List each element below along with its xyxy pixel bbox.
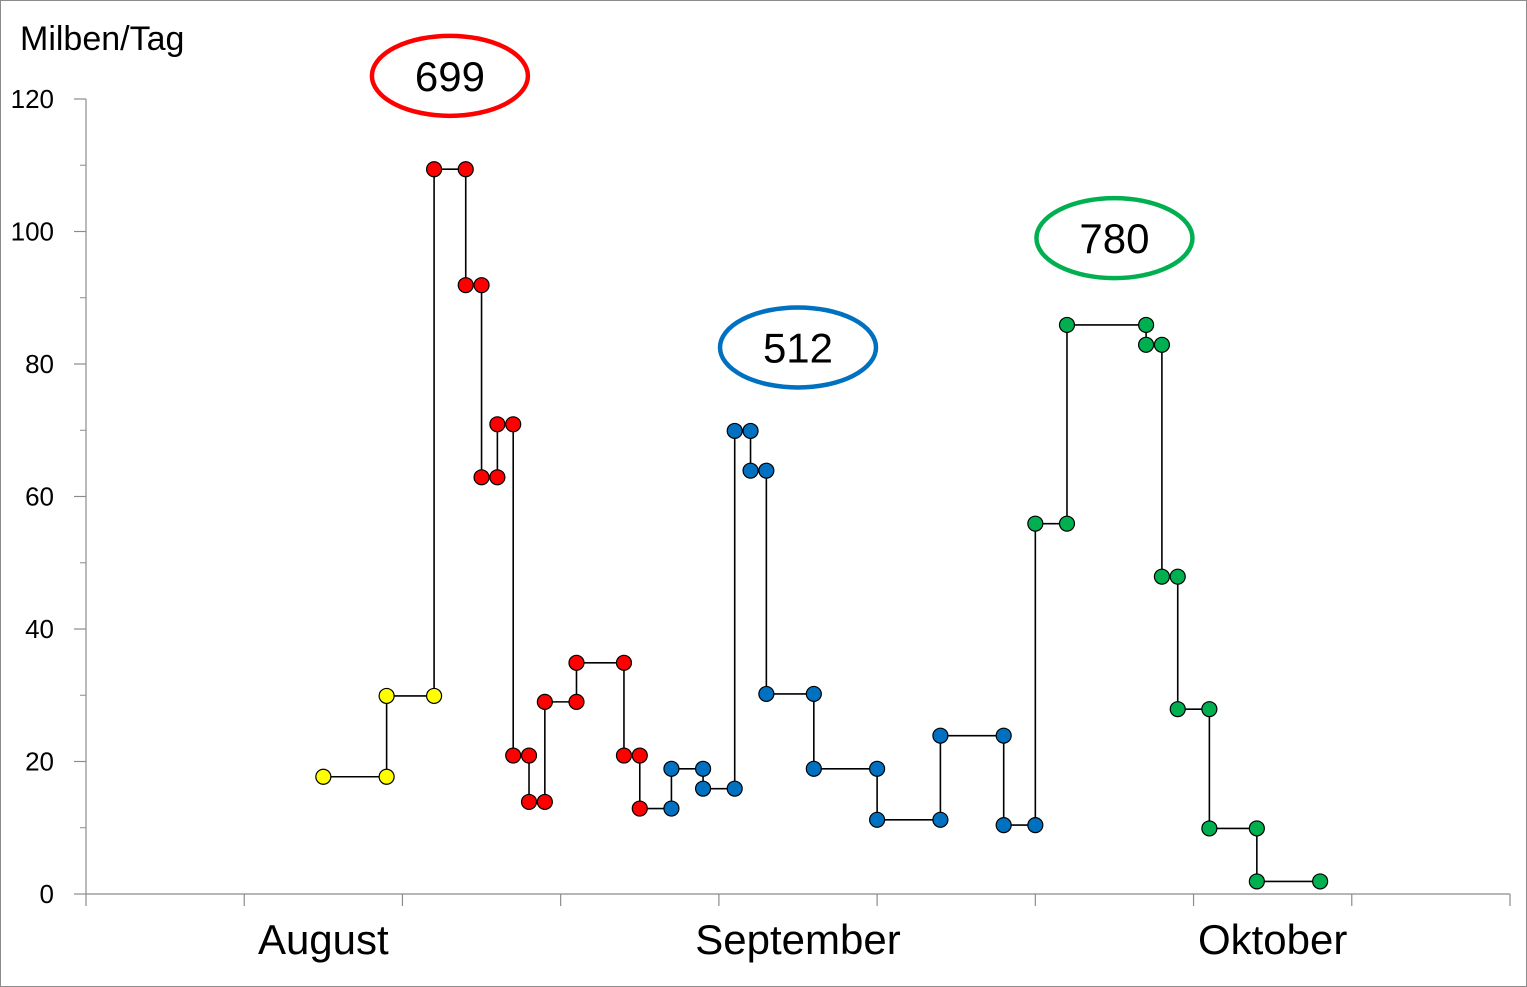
- data-point: [631, 747, 648, 764]
- data-point: [1169, 701, 1186, 718]
- data-point: [489, 416, 506, 433]
- data-point: [932, 811, 949, 828]
- data-point: [742, 462, 759, 479]
- data-point: [663, 800, 680, 817]
- data-point: [1201, 820, 1218, 837]
- data-point: [742, 422, 759, 440]
- data-point: [489, 469, 506, 486]
- y-tick-label: 40: [25, 614, 54, 644]
- data-point: [1058, 515, 1076, 532]
- data-point: [536, 693, 553, 710]
- annotation-total-label: 699: [415, 53, 485, 100]
- data-point: [473, 277, 490, 294]
- annotation-ellipse: [1034, 195, 1195, 281]
- data-point: [1201, 701, 1218, 718]
- data-point: [631, 800, 648, 817]
- y-tick-label: 20: [25, 747, 54, 777]
- data-point: [536, 793, 553, 811]
- data-point: [615, 747, 633, 764]
- y-tick-label: 80: [25, 349, 54, 379]
- data-point: [1248, 873, 1265, 890]
- axes: 0 20 40 60 80 100 120 August September Oktober: [11, 84, 1511, 963]
- data-point: [378, 687, 395, 705]
- data-point: [758, 685, 775, 703]
- data-point: [758, 462, 775, 479]
- data-point: [1169, 568, 1186, 585]
- data-point: [520, 747, 538, 764]
- data-point: [932, 727, 949, 744]
- annotation-total-label: 512: [763, 324, 833, 371]
- data-point: [1312, 873, 1329, 890]
- data-point: [1027, 816, 1044, 834]
- data-point: [615, 654, 633, 671]
- annotation-ellipse: [717, 305, 879, 390]
- x-month-label: September: [695, 916, 900, 963]
- data-point: [1153, 568, 1171, 585]
- data-point: [694, 780, 712, 797]
- data-point: [568, 654, 585, 671]
- data-point: [663, 760, 680, 777]
- data-point: [995, 816, 1012, 834]
- data-point: [457, 277, 474, 294]
- data-point: [1137, 316, 1155, 334]
- y-axis-label: Milben/Tag: [20, 20, 184, 58]
- annotations: 699 512 780: [369, 33, 1195, 390]
- y-tick-label: 100: [11, 217, 54, 247]
- data-point: [505, 416, 522, 433]
- data-point: [694, 760, 712, 777]
- y-tick-label: 60: [25, 482, 54, 512]
- data-point: [315, 768, 332, 785]
- data-point: [568, 693, 585, 710]
- data-point: [995, 727, 1012, 744]
- data-point: [869, 760, 886, 777]
- data-point: [869, 811, 886, 828]
- annotation-total-label: 780: [1079, 215, 1149, 262]
- y-tick-label: 0: [40, 879, 54, 909]
- data-point: [805, 685, 822, 703]
- data-point: [378, 768, 395, 785]
- data-point: [1027, 515, 1044, 532]
- data-point: [1153, 336, 1171, 353]
- data-point: [425, 161, 443, 178]
- y-tick-label: 120: [11, 84, 54, 114]
- data-point: [1137, 336, 1155, 353]
- data-point: [1248, 820, 1265, 837]
- x-month-label: Oktober: [1198, 916, 1347, 963]
- data-point: [473, 469, 490, 486]
- data-point: [805, 760, 822, 777]
- data-point: [520, 793, 538, 811]
- series: [315, 161, 1329, 890]
- data-point: [505, 747, 522, 764]
- data-point: [726, 780, 743, 797]
- data-point: [1058, 316, 1076, 334]
- data-point: [726, 422, 743, 440]
- data-point: [457, 161, 474, 178]
- annotation-ellipse: [369, 33, 531, 119]
- x-month-label: August: [258, 916, 389, 963]
- data-point: [425, 687, 443, 705]
